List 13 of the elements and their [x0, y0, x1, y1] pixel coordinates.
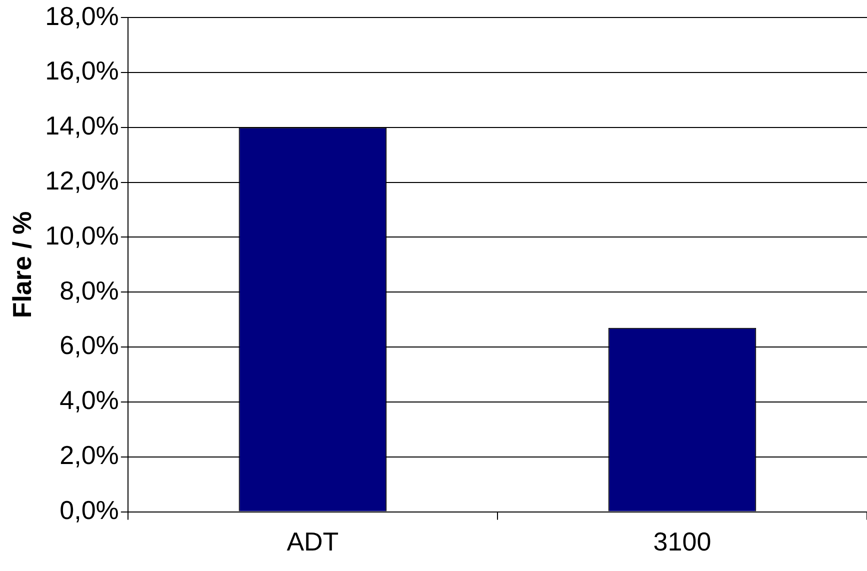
y-tick-label: 2,0%	[60, 440, 119, 470]
y-tick-label: 8,0%	[60, 275, 119, 306]
y-axis-title: Flare / %	[6, 211, 37, 318]
y-tick-label: 4,0%	[60, 385, 119, 416]
y-tick-label: 18,0%	[45, 0, 119, 31]
y-tick-label: 0,0%	[60, 494, 119, 525]
y-tick-label: 6,0%	[60, 330, 119, 360]
y-tick-label: 12,0%	[45, 166, 119, 196]
y-tick-label: 14,0%	[45, 110, 119, 141]
x-tick-label: ADT	[286, 526, 339, 557]
y-tick-label: 10,0%	[45, 220, 119, 250]
x-tick-label: 3100	[653, 526, 712, 557]
y-tick-label: 16,0%	[45, 56, 119, 86]
